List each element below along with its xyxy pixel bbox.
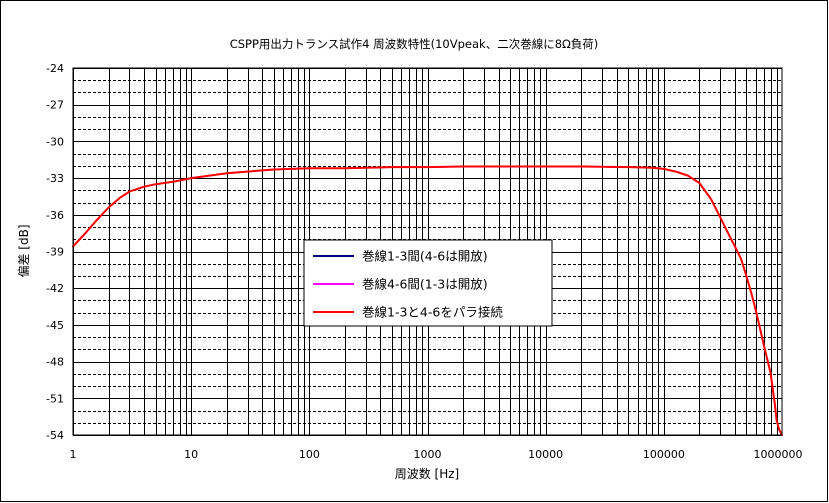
y-tick-labels: -24 -27 -30 -33 -36 -39 -42 -45 -48 -51 -54 [46, 62, 64, 442]
y-tick-label: -36 [46, 209, 64, 222]
legend-label-3: 巻線1-3と4-6をパラ接続 [362, 305, 503, 320]
y-tick-label: -54 [46, 429, 64, 442]
y-tick-label: -48 [46, 356, 64, 369]
y-axis-label: 偏差 [dB] [16, 224, 31, 277]
x-tick-label: 10 [184, 448, 198, 461]
y-tick-label: -51 [46, 392, 64, 405]
legend-label-2: 巻線4-6間(1-3は開放) [362, 277, 488, 292]
y-tick-label: -30 [46, 135, 64, 148]
x-tick-label: 1 [70, 448, 77, 461]
legend-label-1: 巻線1-3間(4-6は開放) [362, 249, 488, 264]
plot-area-border [72, 67, 783, 436]
legend: 巻線1-3間(4-6は開放) 巻線4-6間(1-3は開放) 巻線1-3と4-6をパラ… [303, 239, 553, 327]
x-tick-label: 10000 [528, 448, 563, 461]
x-axis-label: 周波数 [Hz] [395, 466, 460, 481]
x-tick-label: 1000000 [754, 448, 803, 461]
x-tick-label: 1000 [414, 448, 442, 461]
x-tick-label: 100 [299, 448, 320, 461]
x-tick-labels: 1 10 100 1000 10000 100000 1000000 [70, 448, 803, 461]
y-tick-label: -27 [46, 99, 64, 112]
chart-title: CSPP用出力トランス試作4 周波数特性(10Vpeak、二次巻線に8Ω負荷) [230, 37, 599, 51]
y-tick-label: -39 [46, 246, 64, 259]
y-tick-label: -45 [46, 319, 64, 332]
y-tick-label: -33 [46, 172, 64, 185]
x-tick-label: 100000 [643, 448, 685, 461]
series-line-3 [72, 165, 783, 436]
y-tick-label: -24 [46, 62, 64, 75]
series-lines [72, 165, 783, 436]
y-tick-label: -42 [46, 282, 64, 295]
